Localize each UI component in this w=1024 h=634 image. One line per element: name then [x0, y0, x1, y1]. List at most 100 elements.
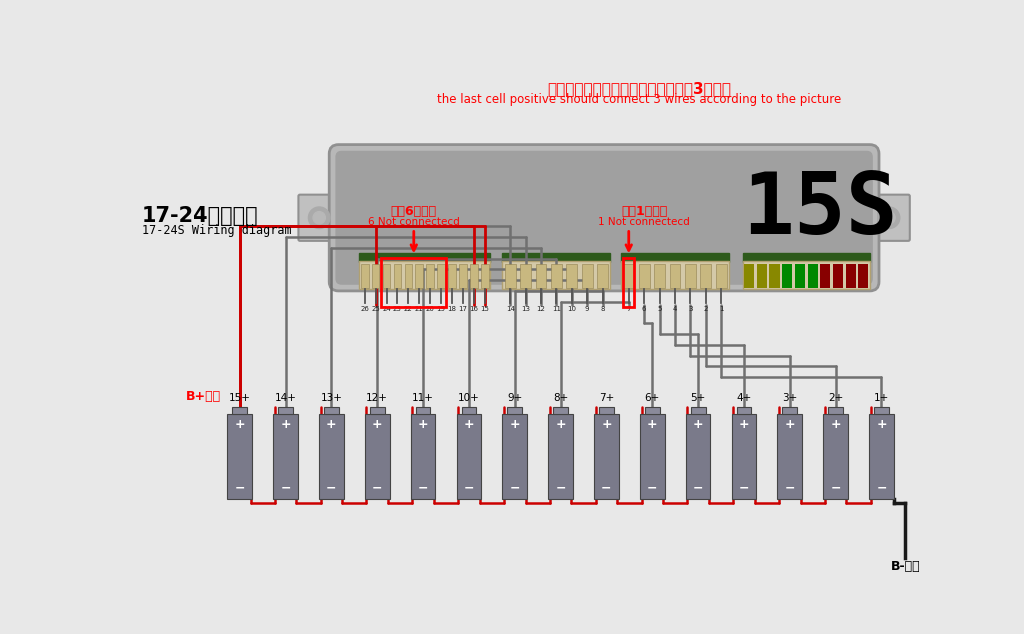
- Text: +: +: [326, 418, 337, 431]
- Bar: [370, 407, 385, 414]
- FancyBboxPatch shape: [336, 151, 872, 285]
- Bar: [769, 264, 779, 288]
- Bar: [869, 414, 894, 499]
- Bar: [381, 258, 446, 307]
- Text: 9: 9: [585, 306, 590, 311]
- Text: 13: 13: [521, 306, 530, 311]
- Text: +: +: [647, 418, 657, 431]
- Text: 8: 8: [600, 306, 605, 311]
- Text: 22: 22: [403, 306, 413, 311]
- Bar: [624, 264, 634, 288]
- Bar: [691, 407, 706, 414]
- Text: −: −: [647, 482, 657, 495]
- Text: 21: 21: [415, 306, 424, 311]
- Text: 7: 7: [627, 306, 631, 311]
- Text: −: −: [555, 482, 566, 495]
- Circle shape: [308, 207, 330, 228]
- Text: −: −: [327, 482, 337, 495]
- Bar: [503, 261, 610, 289]
- Circle shape: [313, 212, 326, 224]
- Text: 2: 2: [703, 306, 708, 311]
- Text: 17-24串接线图: 17-24串接线图: [142, 206, 259, 226]
- Text: 4+: 4+: [736, 392, 752, 403]
- FancyBboxPatch shape: [330, 145, 879, 291]
- Bar: [481, 264, 488, 288]
- Text: 3: 3: [688, 306, 692, 311]
- Bar: [742, 261, 869, 289]
- Bar: [227, 414, 252, 499]
- Text: 11: 11: [552, 306, 561, 311]
- Text: +: +: [738, 418, 750, 431]
- Text: 24: 24: [382, 306, 391, 311]
- Text: +: +: [601, 418, 611, 431]
- Bar: [457, 414, 481, 499]
- Bar: [520, 264, 531, 288]
- Text: 4: 4: [673, 306, 677, 311]
- Bar: [359, 253, 490, 262]
- FancyBboxPatch shape: [298, 195, 340, 241]
- Text: 1 Not connectecd: 1 Not connectecd: [598, 217, 690, 227]
- Bar: [470, 264, 477, 288]
- Bar: [777, 414, 802, 499]
- Bar: [503, 414, 527, 499]
- Bar: [639, 264, 649, 288]
- Text: +: +: [418, 418, 428, 431]
- Text: B-总负: B-总负: [891, 560, 921, 573]
- Text: 26: 26: [360, 306, 369, 311]
- Text: 18: 18: [447, 306, 457, 311]
- Text: the last cell positive should connect 3 wires according to the picture: the last cell positive should connect 3 …: [436, 93, 841, 106]
- Text: 25: 25: [372, 306, 380, 311]
- Text: 此处1根不接: 此处1根不接: [621, 205, 668, 217]
- Bar: [599, 407, 613, 414]
- Bar: [324, 407, 339, 414]
- Text: −: −: [418, 482, 428, 495]
- Text: −: −: [738, 482, 750, 495]
- Bar: [551, 264, 562, 288]
- Text: 23: 23: [393, 306, 401, 311]
- Text: 1: 1: [719, 306, 723, 311]
- Bar: [823, 414, 848, 499]
- Bar: [782, 264, 793, 288]
- Text: 17: 17: [459, 306, 467, 311]
- Bar: [731, 414, 757, 499]
- Bar: [507, 407, 522, 414]
- Text: 20: 20: [426, 306, 434, 311]
- Bar: [645, 407, 659, 414]
- Bar: [372, 264, 380, 288]
- Bar: [833, 264, 843, 288]
- Text: 2+: 2+: [828, 392, 844, 403]
- Text: 8+: 8+: [553, 392, 568, 403]
- Text: +: +: [693, 418, 703, 431]
- Bar: [553, 407, 568, 414]
- Text: −: −: [372, 482, 383, 495]
- Bar: [505, 264, 515, 288]
- Bar: [757, 264, 767, 288]
- Bar: [742, 253, 869, 262]
- Text: −: −: [877, 482, 887, 495]
- Text: 12: 12: [537, 306, 546, 311]
- Text: +: +: [877, 418, 887, 431]
- Text: 10+: 10+: [458, 392, 480, 403]
- Text: 6+: 6+: [645, 392, 659, 403]
- Bar: [700, 264, 711, 288]
- Text: +: +: [830, 418, 841, 431]
- Bar: [828, 407, 843, 414]
- Bar: [273, 414, 298, 499]
- Text: 3+: 3+: [782, 392, 798, 403]
- Bar: [874, 407, 889, 414]
- Bar: [594, 414, 618, 499]
- Bar: [416, 264, 423, 288]
- Text: 5: 5: [657, 306, 662, 311]
- Text: 16: 16: [469, 306, 478, 311]
- Text: −: −: [830, 482, 841, 495]
- Text: −: −: [601, 482, 611, 495]
- Bar: [621, 253, 729, 262]
- Text: 6: 6: [642, 306, 646, 311]
- Text: 7+: 7+: [599, 392, 614, 403]
- Text: 19: 19: [436, 306, 445, 311]
- Bar: [744, 264, 754, 288]
- Bar: [654, 264, 665, 288]
- Bar: [426, 264, 434, 288]
- Bar: [716, 264, 727, 288]
- Text: 14+: 14+: [274, 392, 297, 403]
